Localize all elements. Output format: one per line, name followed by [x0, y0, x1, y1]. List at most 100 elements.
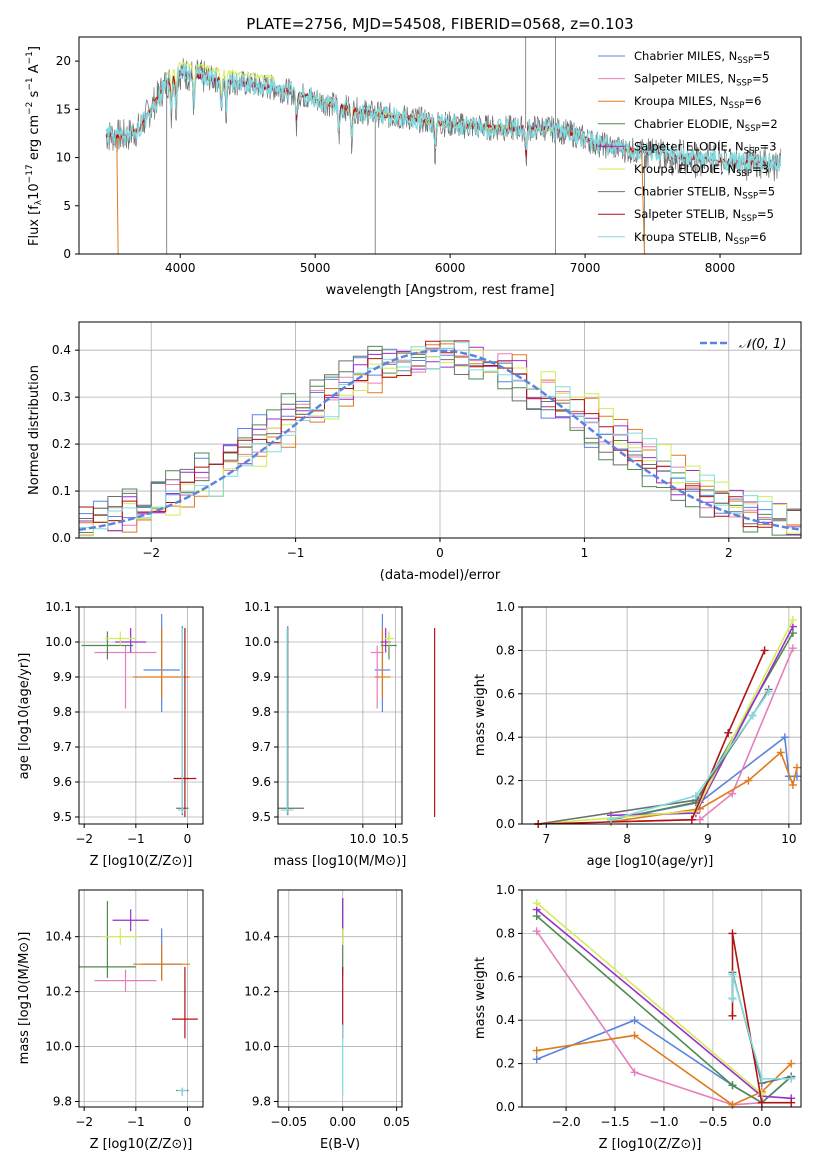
- residual-legend: 𝒩(0, 1): [700, 337, 786, 352]
- spectrum-xtick-label: 4000: [165, 261, 196, 275]
- weight-marker-salp_stelib: [757, 1098, 766, 1107]
- p8-ylabel: mass weight: [473, 957, 488, 1039]
- weight-line-salp_miles: [536, 930, 762, 1106]
- xtick-label: −0.5: [698, 1115, 727, 1129]
- ytick-label: 9.8: [53, 705, 72, 719]
- ytick-label: 10.1: [244, 600, 271, 614]
- residual-histograms: [78, 340, 802, 538]
- p6-grid: [79, 890, 203, 1107]
- p8-xlabel: Z [log10(Z/Z⊙)]: [599, 1137, 702, 1152]
- weight-marker-krou_elodie: [532, 899, 541, 908]
- residual-ylabel: Normed distribution: [27, 365, 42, 495]
- age-vs-z-panel: −2 −1 0 9.5 9.6 9.7 9.8 9.9 10.0 10.1: [45, 600, 204, 846]
- ytick-label: 1.0: [496, 600, 515, 614]
- legend-sub: SSP: [744, 146, 760, 156]
- p5-xlabel: age [log10(age/yr)]: [587, 854, 714, 869]
- ytick-label: 0.4: [496, 730, 515, 744]
- spectrum-xtick-label: 8000: [705, 261, 736, 275]
- p6-ylabel: mass [log10(M/M⊙)]: [17, 932, 32, 1065]
- residual-xtick-label: −1: [287, 546, 305, 560]
- weight-marker-krou_miles: [788, 780, 797, 789]
- ytick-label: 0.2: [496, 1057, 515, 1071]
- weight-line-chab_stelib: [538, 689, 770, 825]
- residual-xtick-label: −2: [142, 546, 160, 560]
- weight-marker-salp_stelib: [728, 1011, 737, 1020]
- weight-marker-chab_miles: [780, 733, 789, 742]
- p7-xlabel: E(B-V): [320, 1137, 360, 1152]
- weight-marker-krou_stelib: [691, 791, 700, 800]
- spectrum-legend-label: Chabrier MILES, NSSP=5: [634, 49, 770, 66]
- legend-tail: =3: [760, 139, 777, 153]
- ytick-label: 9.8: [252, 1095, 271, 1109]
- weight-line-chab_elodie: [536, 915, 792, 1104]
- mass-vs-z-panel: −2 −1 0 9.8 10.0 10.2 10.4: [45, 889, 204, 1129]
- weight-marker-krou_miles: [532, 1046, 541, 1055]
- weight-marker-chab_miles: [532, 1055, 541, 1064]
- p5-ylabel: mass weight: [473, 674, 488, 756]
- spectrum-frame: [78, 36, 802, 255]
- mass-vs-ebv-panel: −0.05 0.00 0.05 9.8 10.0 10.2 10.4: [244, 889, 410, 1129]
- weight-marker-salp_miles: [788, 644, 797, 653]
- legend-text: Kroupa STELIB, N: [634, 230, 734, 244]
- xtick-label: −2: [75, 832, 93, 846]
- p8-marks: [532, 899, 796, 1109]
- weight-marker-salp_stelib: [787, 1098, 796, 1107]
- ytick-label: 9.8: [252, 705, 271, 719]
- gaussian-curve: [78, 349, 802, 532]
- p4-frame: [277, 606, 403, 825]
- xtick-label: 10: [781, 832, 796, 846]
- weight-marker-krou_elodie: [788, 616, 797, 625]
- residual-ytick-label: 0.3: [52, 390, 71, 404]
- spectrum-legend-label: Kroupa MILES, NSSP=6: [634, 94, 761, 111]
- residual-xlabel: (data-model)/error: [380, 568, 501, 583]
- p7-ticks: −0.05 0.00 0.05 9.8 10.0 10.2 10.4: [244, 930, 410, 1129]
- legend-sub: SSP: [745, 124, 761, 134]
- weight-marker-salp_miles: [630, 1068, 639, 1077]
- spectrum-legend-label: Chabrier ELODIE, NSSP=2: [634, 117, 778, 134]
- weight-line-krou_stelib: [731, 974, 792, 1080]
- spectrum-ytick-label: 10: [56, 151, 71, 165]
- spectrum-legend-label: Kroupa STELIB, NSSP=6: [634, 230, 766, 247]
- weight-marker-krou_elodie: [757, 1089, 766, 1098]
- legend-sub: SSP: [742, 192, 758, 202]
- weight-marker-chab_miles: [630, 1016, 639, 1025]
- ytick-label: 0.6: [496, 970, 515, 984]
- legend-tail: =2: [761, 117, 778, 131]
- p3-marks: [81, 614, 197, 817]
- p5-grid: [522, 606, 801, 825]
- weight-marker-krou_stelib: [764, 687, 773, 696]
- spectrum-ylabel: Flux [fλ10−17 erg cm−2 s−1 A−1]: [25, 46, 44, 246]
- ytick-label: 0.6: [496, 687, 515, 701]
- ytick-label: 0.2: [496, 774, 515, 788]
- ytick-label: 1.0: [496, 883, 515, 897]
- weight-marker-krou_stelib: [748, 711, 757, 720]
- residual-ytick-label: 0.4: [52, 343, 71, 357]
- weight-marker-krou_miles: [787, 1059, 796, 1068]
- ytick-label: 9.6: [53, 775, 72, 789]
- xtick-label: 0.05: [383, 1115, 410, 1129]
- xtick-label: 9: [704, 832, 712, 846]
- legend-tail: =3: [752, 162, 769, 176]
- xtick-label: 0: [184, 832, 192, 846]
- p4-marks: [278, 614, 436, 817]
- xtick-label: −1: [127, 1115, 145, 1129]
- residual-frame: [78, 321, 802, 539]
- p7-grid: [278, 890, 402, 1107]
- weight-marker-krou_stelib: [787, 1074, 796, 1083]
- xtick-label: 8: [623, 832, 631, 846]
- legend-text: Kroupa MILES, N: [634, 94, 729, 108]
- ytick-label: 9.9: [252, 670, 271, 684]
- residual-xtick-label: 2: [725, 546, 733, 560]
- ytick-label: 9.5: [53, 810, 72, 824]
- spectrum-xlabel: wavelength [Angstrom, rest frame]: [326, 283, 555, 298]
- legend-tail: =5: [757, 207, 774, 221]
- p8-ticks: −2.0 −1.5 −1.0 −0.5 0.0 0.0 0.2 0.4 0.6 0.8 1.0: [496, 883, 771, 1129]
- weight-marker-salp_stelib: [724, 728, 733, 737]
- residual-ticks: −2 −1 0 1 2 0.0 0.1 0.2 0.3 0.4: [52, 343, 733, 560]
- p6-marks: [79, 900, 198, 1097]
- residual-xtick-label: 1: [581, 546, 589, 560]
- xtick-label: −1.5: [600, 1115, 629, 1129]
- weight-marker-krou_stelib: [728, 994, 737, 1003]
